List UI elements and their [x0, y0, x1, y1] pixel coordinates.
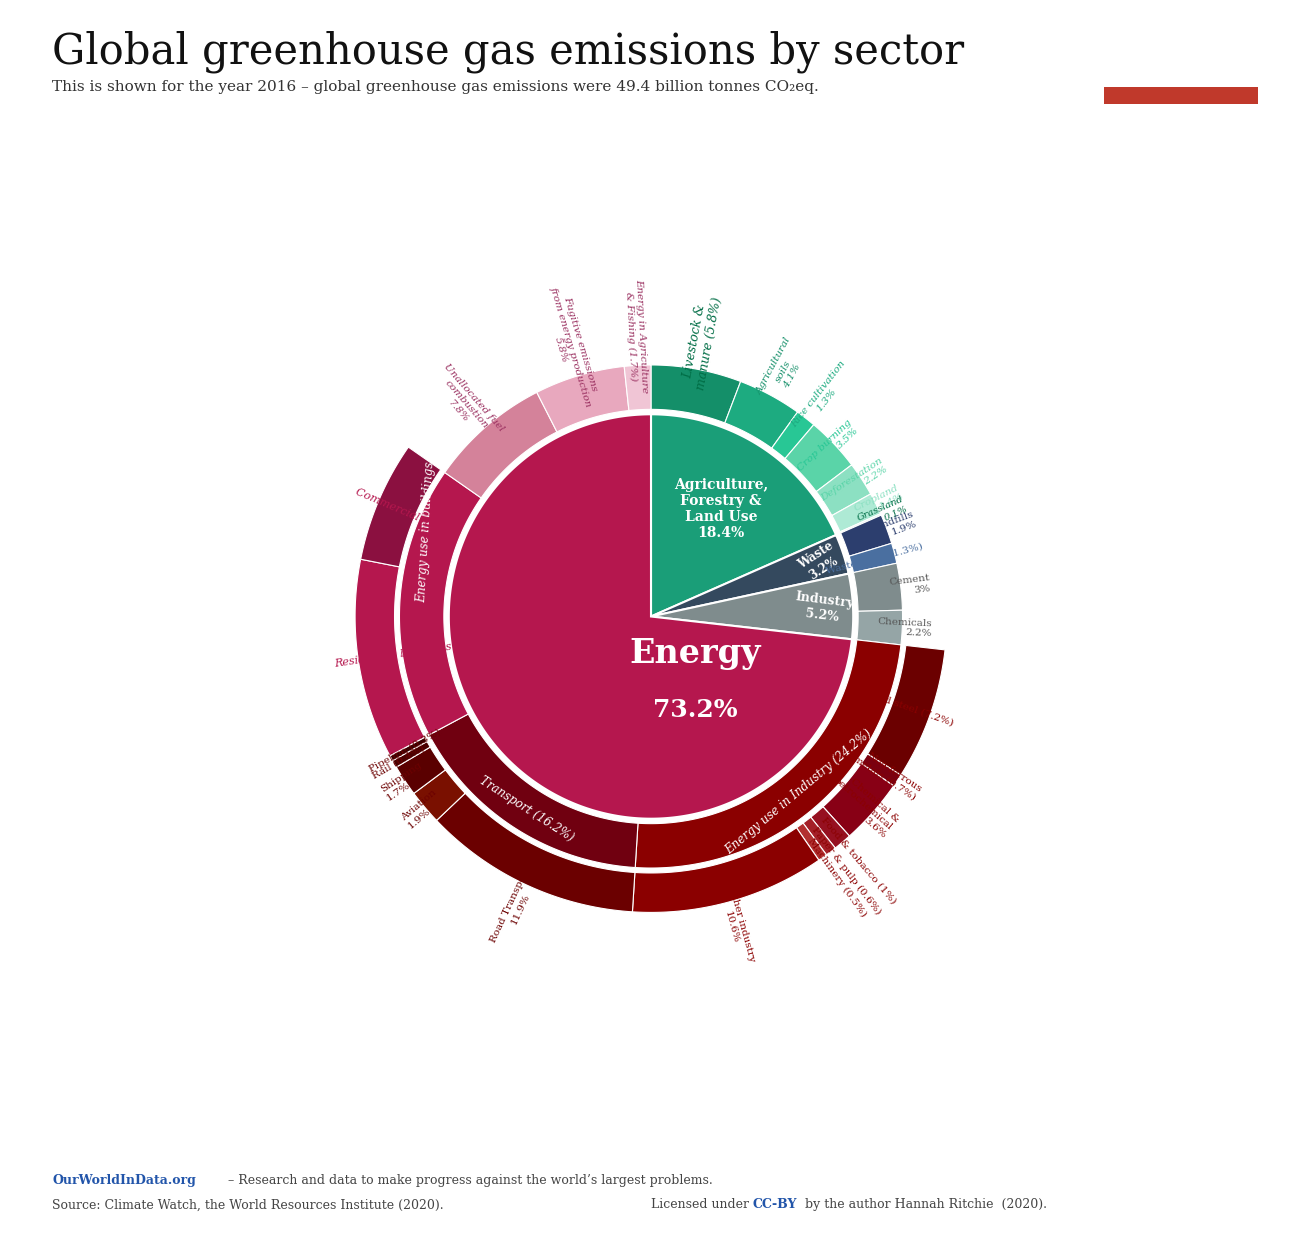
Text: Unallocated fuel
combustion
7.8%: Unallocated fuel combustion 7.8% [427, 363, 506, 446]
Polygon shape [436, 793, 635, 912]
Text: Iron and steel (7.2%): Iron and steel (7.2%) [846, 682, 954, 727]
Polygon shape [536, 366, 629, 432]
Polygon shape [651, 535, 849, 616]
Polygon shape [430, 714, 638, 868]
Polygon shape [849, 544, 897, 572]
Text: Global greenhouse gas emissions by sector: Global greenhouse gas emissions by secto… [52, 31, 965, 73]
Polygon shape [389, 737, 427, 761]
Polygon shape [823, 763, 893, 836]
Polygon shape [393, 741, 430, 767]
Text: CC-BY: CC-BY [753, 1198, 797, 1212]
Polygon shape [449, 414, 852, 819]
Text: Waste
3.2%: Waste 3.2% [796, 539, 844, 584]
Polygon shape [624, 365, 651, 411]
Polygon shape [867, 645, 945, 776]
Polygon shape [862, 753, 901, 785]
Polygon shape [803, 817, 836, 854]
Polygon shape [797, 824, 827, 861]
Text: Cement
3%: Cement 3% [888, 573, 931, 598]
Text: Agricultural
soils
4.1%: Agricultural soils 4.1% [755, 337, 811, 406]
Polygon shape [396, 747, 445, 793]
Polygon shape [772, 412, 814, 459]
Text: Agriculture,
Forestry &
Land Use
18.4%: Agriculture, Forestry & Land Use 18.4% [674, 478, 768, 540]
Text: Cropland
1.4%: Cropland 1.4% [853, 483, 905, 522]
Polygon shape [841, 515, 892, 556]
Polygon shape [811, 806, 849, 848]
Text: OurWorldInData.org: OurWorldInData.org [52, 1174, 197, 1187]
Text: Residential buildings (10.9%): Residential buildings (10.9%) [333, 634, 499, 668]
Text: by the author Hannah Ritchie  (2020).: by the author Hannah Ritchie (2020). [801, 1198, 1047, 1212]
Polygon shape [635, 640, 901, 868]
Polygon shape [857, 610, 902, 645]
Text: Our World: Our World [1135, 28, 1226, 43]
Text: Road Transport
11.9%: Road Transport 11.9% [490, 866, 542, 948]
Text: Industry
5.2%: Industry 5.2% [792, 591, 854, 625]
Text: Chemicals
2.2%: Chemicals 2.2% [878, 616, 932, 639]
Text: Energy use in buildings (17.5%): Energy use in buildings (17.5%) [415, 411, 440, 603]
Text: Chemical &
petrochemical
3.6%: Chemical & petrochemical 3.6% [825, 768, 901, 840]
Text: Crop burning
3.5%: Crop burning 3.5% [796, 418, 861, 481]
Text: Licensed under: Licensed under [651, 1198, 753, 1212]
Text: Commercial  (6.6%): Commercial (6.6%) [354, 486, 461, 540]
Text: Shipping
1.7%: Shipping 1.7% [379, 760, 428, 803]
Text: Energy in Agriculture
& Fishing (1.7%): Energy in Agriculture & Fishing (1.7%) [624, 279, 648, 393]
Polygon shape [816, 465, 871, 515]
Polygon shape [853, 563, 902, 612]
Polygon shape [651, 365, 741, 423]
Polygon shape [361, 448, 440, 567]
Polygon shape [414, 769, 465, 820]
Text: Livestock &
manure (5.8%): Livestock & manure (5.8%) [680, 293, 724, 391]
Text: Landfills
1.9%: Landfills 1.9% [868, 509, 918, 544]
Text: Machinery (0.5%): Machinery (0.5%) [806, 837, 868, 919]
Text: Source: Climate Watch, the World Resources Institute (2020).: Source: Climate Watch, the World Resourc… [52, 1198, 444, 1212]
Text: Paper & pulp (0.6%): Paper & pulp (0.6%) [810, 826, 883, 916]
Text: Pipeline (0.3%): Pipeline (0.3%) [367, 727, 443, 774]
Text: Grassland
0.1%: Grassland 0.1% [857, 494, 910, 533]
Polygon shape [840, 514, 881, 533]
Text: Fugitive emissions
from energy production
5.8%: Fugitive emissions from energy productio… [539, 282, 603, 412]
Text: in Data: in Data [1148, 59, 1213, 74]
Text: Rice cultivation
1.3%: Rice cultivation 1.3% [789, 359, 855, 435]
Text: Energy: Energy [630, 637, 762, 670]
Polygon shape [445, 392, 557, 498]
Text: Energy use in Industry (24.2%): Energy use in Industry (24.2%) [723, 727, 874, 857]
Polygon shape [725, 381, 798, 448]
Text: – Research and data to make progress against the world’s largest problems.: – Research and data to make progress aga… [228, 1174, 712, 1187]
Text: Food & tobacco (1%): Food & tobacco (1%) [819, 816, 897, 906]
Text: Transport (16.2%): Transport (16.2%) [478, 774, 577, 845]
Polygon shape [355, 560, 424, 756]
Text: Wastewater (1.3%): Wastewater (1.3%) [825, 541, 924, 576]
Text: This is shown for the year 2016 – global greenhouse gas emissions were 49.4 bill: This is shown for the year 2016 – global… [52, 80, 819, 94]
Polygon shape [633, 827, 819, 912]
Polygon shape [832, 494, 880, 531]
Text: Other industry
10.6%: Other industry 10.6% [717, 885, 756, 965]
Text: Non-ferrous
metals (0.7%): Non-ferrous metals (0.7%) [852, 746, 923, 803]
Polygon shape [400, 472, 482, 735]
Text: Aviation
1.9%: Aviation 1.9% [400, 788, 445, 831]
Polygon shape [651, 573, 853, 640]
Polygon shape [651, 414, 836, 616]
Text: Rail (0.4%): Rail (0.4%) [371, 743, 426, 780]
Text: Deforestation
2.2%: Deforestation 2.2% [819, 456, 889, 512]
Text: 73.2%: 73.2% [654, 698, 738, 723]
Polygon shape [785, 424, 852, 492]
Bar [1104, 86, 1258, 104]
